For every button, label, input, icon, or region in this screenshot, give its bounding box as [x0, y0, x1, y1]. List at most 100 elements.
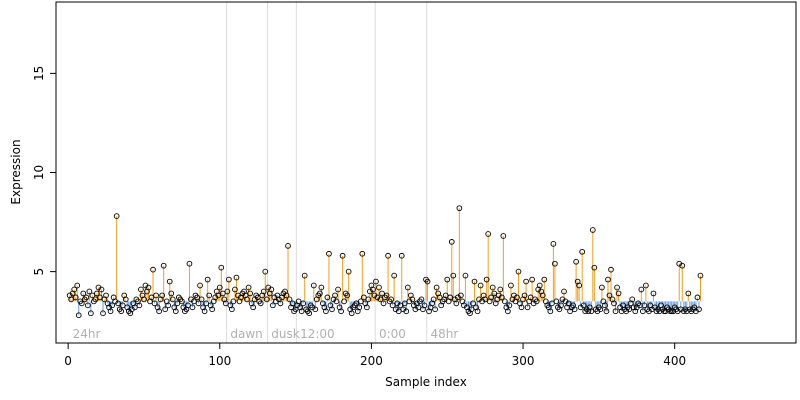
x-axis: 0 100 200 300 400: [64, 342, 686, 368]
data-point: [580, 302, 587, 309]
data-point: [92, 296, 99, 303]
y-tick-label: 5: [32, 268, 46, 276]
data-point: [550, 241, 557, 247]
data-point: [497, 286, 504, 293]
data-point: [216, 284, 223, 291]
data-point: [508, 282, 514, 289]
data-point: [599, 284, 605, 291]
data-point: [523, 278, 529, 285]
data-point: [198, 296, 205, 303]
data-point: [289, 300, 296, 307]
data-point: [109, 302, 115, 309]
data-point: [245, 284, 252, 291]
data-point: [268, 286, 275, 293]
data-point: [141, 296, 147, 303]
data-point: [377, 296, 384, 303]
data-point: [502, 298, 508, 305]
data-point: [323, 308, 329, 315]
y-tick-label: 15: [32, 66, 46, 81]
data-point: [403, 308, 410, 315]
data-point: [641, 302, 648, 309]
data-point: [373, 278, 379, 285]
data-point: [553, 298, 560, 305]
region-label: dawn: [230, 327, 262, 341]
x-tick-label: 300: [512, 354, 535, 368]
data-point: [536, 282, 543, 289]
region-label: 12:00: [300, 327, 335, 341]
data-point: [364, 304, 370, 311]
data-point: [418, 296, 425, 303]
data-point: [78, 300, 85, 307]
data-point: [397, 302, 404, 309]
data-point: [626, 306, 633, 313]
data-point: [169, 296, 176, 303]
data-point: [204, 276, 211, 283]
data-point: [132, 304, 138, 311]
data-point: [165, 302, 172, 309]
data-point: [430, 296, 437, 303]
data-point: [389, 302, 396, 309]
data-point: [151, 300, 158, 307]
data-point: [401, 300, 408, 307]
data-point: [195, 300, 202, 307]
data-point: [491, 290, 498, 297]
region-label: 24hr: [73, 327, 101, 341]
data-point: [489, 284, 496, 291]
data-point: [103, 292, 109, 299]
data-point: [571, 306, 578, 313]
data-point: [226, 276, 232, 283]
data-point: [118, 308, 125, 315]
data-point: [639, 308, 646, 315]
data-point: [94, 290, 100, 297]
data-point: [360, 294, 367, 301]
data-point: [197, 282, 203, 289]
data-point: [191, 298, 197, 305]
data-point: [283, 292, 290, 299]
data-point: [203, 300, 209, 307]
data-point: [579, 248, 586, 255]
data-point: [219, 290, 226, 297]
data-point: [380, 300, 387, 307]
y-axis: 5 10 15: [32, 66, 57, 276]
data-point: [233, 274, 240, 281]
data-point: [395, 308, 402, 315]
data-point: [166, 278, 173, 285]
data-point: [136, 302, 143, 309]
data-point: [597, 306, 604, 313]
data-point: [650, 290, 657, 297]
data-point: [312, 306, 319, 313]
data-point: [524, 304, 531, 311]
data-point: [588, 308, 595, 315]
data-point: [611, 300, 617, 307]
data-point: [432, 306, 438, 313]
data-point: [573, 258, 579, 265]
data-point: [518, 304, 525, 311]
data-point: [148, 294, 155, 301]
data-point: [685, 290, 692, 297]
data-point: [88, 310, 94, 317]
data-point: [119, 302, 126, 309]
x-tick-label: 400: [663, 354, 686, 368]
data-point: [218, 264, 225, 271]
data-point: [318, 284, 325, 291]
data-point: [477, 282, 484, 289]
y-axis-label: Expression: [9, 139, 23, 204]
region-dividers: [226, 2, 428, 343]
data-point: [398, 252, 405, 259]
data-point: [539, 292, 546, 299]
data-point: [357, 298, 364, 305]
region-label: 0:00: [379, 327, 406, 341]
data-point: [608, 266, 614, 273]
data-point: [194, 294, 200, 301]
data-point: [138, 286, 144, 293]
data-point: [529, 276, 535, 283]
data-point: [629, 296, 636, 303]
data-point: [344, 292, 350, 299]
data-point: [448, 239, 455, 245]
data-point: [488, 294, 495, 301]
data-point: [310, 282, 317, 289]
data-point: [614, 284, 620, 291]
data-point: [317, 290, 323, 297]
data-point: [80, 290, 87, 297]
